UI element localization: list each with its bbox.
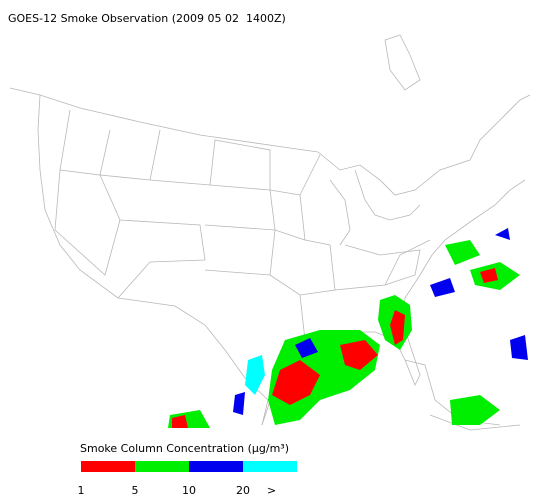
legend-swatch [243,461,297,472]
legend-swatch [189,461,243,472]
legend-swatch [81,461,135,472]
legend-label: > [267,484,276,497]
legend-title: Smoke Column Concentration (μg/m³) [80,442,289,455]
legend-label: 1 [78,484,85,497]
base-map [9,34,531,431]
legend-label: 20 [236,484,250,497]
legend: 1 5 10 20 > [78,461,297,497]
map-title: GOES-12 Smoke Observation (2009 05 02 14… [8,12,286,25]
legend-label: 5 [132,484,139,497]
legend-swatch [135,461,189,472]
smoke-observations [168,228,528,428]
legend-label: 10 [182,484,196,497]
